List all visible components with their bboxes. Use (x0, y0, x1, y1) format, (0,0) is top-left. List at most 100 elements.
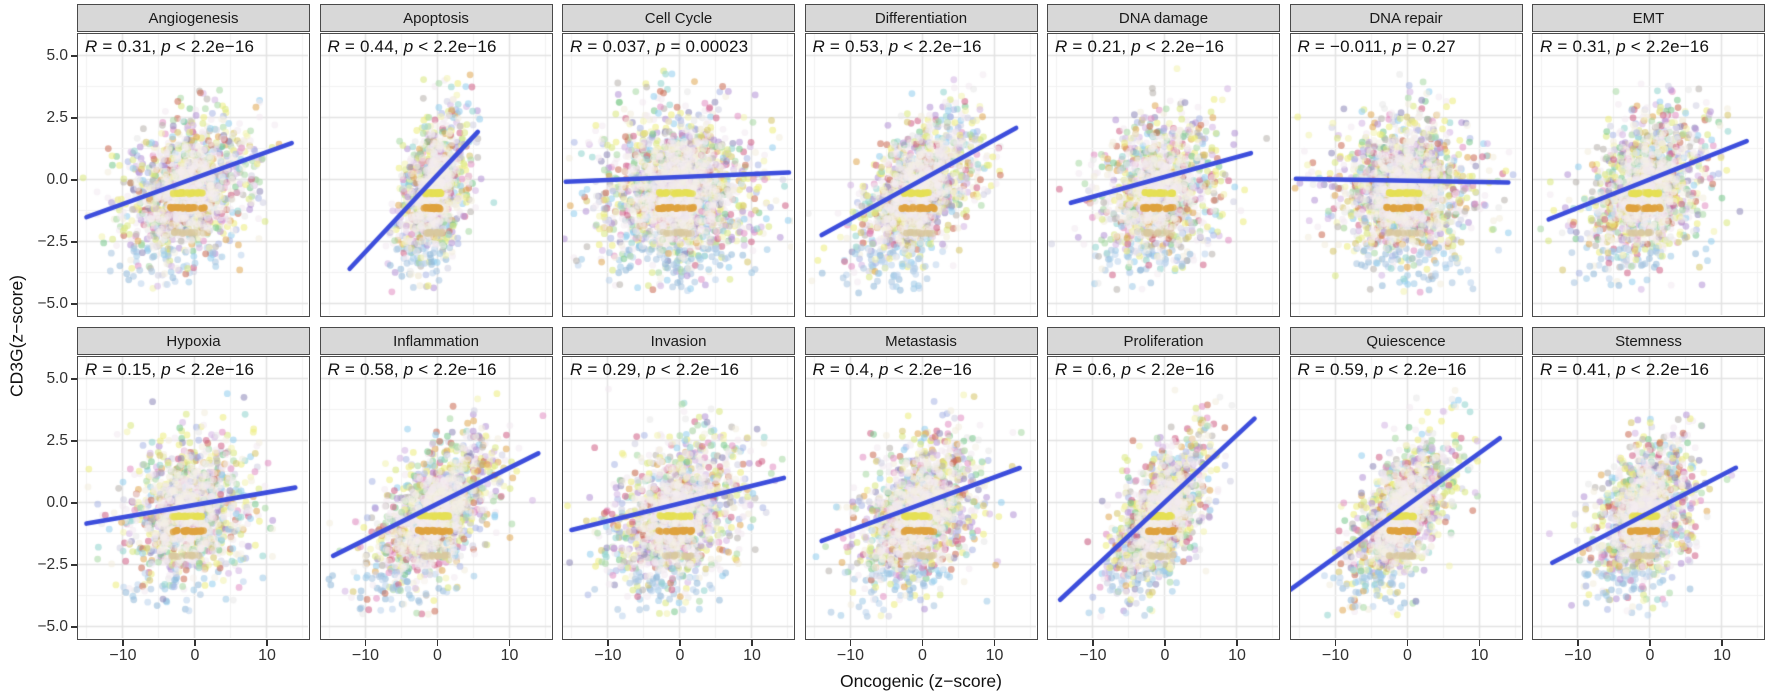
facet-strip-quiescence: Quiescence (1289, 327, 1523, 355)
correlation-annotation: R = −0.011, p = 0.27 (1298, 37, 1456, 57)
annotation-p-sym: p (655, 37, 666, 56)
annotation-p-val: < 2.2e−16 (413, 360, 497, 379)
y-tick-label: 0.0 (46, 171, 68, 188)
facet-panel-invasion: R = 0.29, p < 2.2e−16 (562, 356, 795, 640)
y-tick-mark (71, 626, 77, 628)
annotation-r-val: = 0.29, (582, 360, 647, 379)
annotation-p-sym: p (161, 360, 171, 379)
facet-title: Stemness (1615, 332, 1682, 350)
x-tick-label: 10 (1713, 647, 1731, 664)
annotation-p-val: < 2.2e−16 (1140, 37, 1225, 56)
annotation-p-sym: p (879, 360, 889, 379)
annotation-r-sym: R (85, 360, 98, 379)
facet-panel-quiescence: R = 0.59, p < 2.2e−16 (1289, 356, 1523, 640)
x-tick-label: −10 (1079, 647, 1107, 664)
facet-panel-angiogenesis: R = 0.31, p < 2.2e−16 (77, 33, 310, 317)
facet-title: Quiescence (1366, 332, 1446, 350)
annotation-p-sym: p (1131, 37, 1141, 56)
facet-strip-proliferation: Proliferation (1047, 327, 1280, 355)
facet-stemness: Stemness R = 0.41, p < 2.2e−16 (1532, 327, 1765, 640)
facet-title: Cell Cycle (644, 9, 713, 27)
y-tick-label: 5.0 (46, 47, 68, 64)
annotation-r-sym: R (570, 37, 583, 56)
facet-quiescence: Quiescence R = 0.59, p < 2.2e−16 (1289, 327, 1523, 640)
annotation-r-sym: R (1540, 360, 1553, 379)
facet-hypoxia: Hypoxia R = 0.15, p < 2.2e−16 (77, 327, 310, 640)
correlation-annotation: R = 0.44, p < 2.2e−16 (328, 37, 497, 57)
facet-grid: Angiogenesis R = 0.31, p < 2.2e−16 Apoptos… (77, 4, 1765, 640)
x-tick-label: 10 (500, 647, 519, 664)
annotation-p-val: < 2.2e−16 (170, 360, 255, 379)
x-tick-mark (849, 640, 852, 646)
annotation-p-val: < 2.2e−16 (170, 37, 255, 56)
annotation-p-val: < 2.2e−16 (888, 360, 973, 379)
x-tick-mark (993, 640, 996, 646)
x-tick-label: 10 (743, 647, 761, 664)
annotation-r-sym: R (1297, 360, 1310, 379)
scatter-points-canvas (563, 34, 793, 315)
annotation-r-sym: R (327, 360, 340, 379)
facet-invasion: Invasion R = 0.29, p < 2.2e−16 (562, 327, 795, 640)
x-tick-mark (751, 640, 753, 646)
annotation-p-val: < 2.2e−16 (655, 360, 740, 379)
annotation-p-val: < 2.2e−16 (1625, 360, 1710, 379)
facet-title: Hypoxia (166, 332, 221, 350)
x-tick-label: −10 (594, 647, 622, 664)
annotation-p-val: < 2.2e−16 (1383, 360, 1467, 379)
x-tick-label: 10 (1228, 647, 1246, 664)
correlation-annotation: R = 0.21, p < 2.2e−16 (1055, 37, 1224, 57)
x-tick-label: 0 (1160, 647, 1170, 664)
x-tick-label: 10 (985, 647, 1004, 664)
annotation-r-sym: R (1055, 37, 1068, 56)
annotation-r-val: = 0.53, (824, 37, 889, 56)
correlation-annotation: R = 0.15, p < 2.2e−16 (85, 360, 254, 380)
facet-title: Metastasis (885, 332, 957, 350)
annotation-p-val: = 0.00023 (665, 37, 749, 56)
annotation-p-val: < 2.2e−16 (1131, 360, 1215, 379)
x-tick-label: −10 (836, 647, 865, 664)
x-tick-mark (1649, 640, 1651, 646)
annotation-r-val: = 0.44, (339, 37, 404, 56)
x-tick-mark (607, 640, 609, 646)
y-tick-label: 2.5 (46, 432, 68, 449)
scatter-points-canvas (320, 357, 551, 638)
scatter-points-canvas (78, 357, 308, 638)
annotation-p-sym: p (1392, 37, 1402, 56)
x-tick-mark (1164, 640, 1166, 646)
y-tick-mark (71, 440, 77, 442)
facet-strip-differentiation: Differentiation (804, 4, 1038, 32)
annotation-r-val: = 0.59, (1309, 360, 1374, 379)
y-tick-mark (71, 502, 77, 504)
annotation-r-val: = 0.6, (1067, 360, 1122, 379)
annotation-p-sym: p (1373, 360, 1384, 379)
x-tick-mark (679, 640, 681, 646)
x-tick-label: −10 (351, 647, 380, 664)
facet-title: EMT (1632, 9, 1665, 27)
x-tick-label: 0 (190, 647, 200, 664)
y-tick-mark (71, 378, 77, 380)
facet-title: Inflammation (393, 332, 479, 350)
y-tick-label: −2.5 (37, 233, 68, 250)
annotation-r-sym: R (812, 360, 825, 379)
x-tick-mark (1334, 640, 1337, 646)
facet-strip-metastasis: Metastasis (804, 327, 1038, 355)
scatter-points-canvas (1533, 34, 1763, 315)
y-tick-mark (71, 117, 77, 119)
scatter-points-canvas (1048, 357, 1278, 638)
facet-title: Proliferation (1123, 332, 1204, 350)
annotation-p-sym: p (646, 360, 656, 379)
facet-strip-dna-damage: DNA damage (1047, 4, 1280, 32)
facet-title: Apoptosis (403, 9, 469, 27)
x-tick-label: 0 (675, 647, 685, 664)
facet-title: Angiogenesis (148, 9, 239, 27)
correlation-annotation: R = 0.53, p < 2.2e−16 (813, 37, 982, 57)
annotation-r-val: = 0.4, (824, 360, 880, 379)
annotation-r-val: = 0.15, (97, 360, 162, 379)
facet-panel-dna-damage: R = 0.21, p < 2.2e−16 (1047, 33, 1280, 317)
facet-panel-stemness: R = 0.41, p < 2.2e−16 (1532, 356, 1765, 640)
correlation-annotation: R = 0.31, p < 2.2e−16 (1540, 37, 1709, 57)
annotation-p-sym: p (1121, 360, 1132, 379)
scatter-points-canvas (805, 34, 1036, 315)
scatter-points-canvas (1290, 34, 1521, 315)
